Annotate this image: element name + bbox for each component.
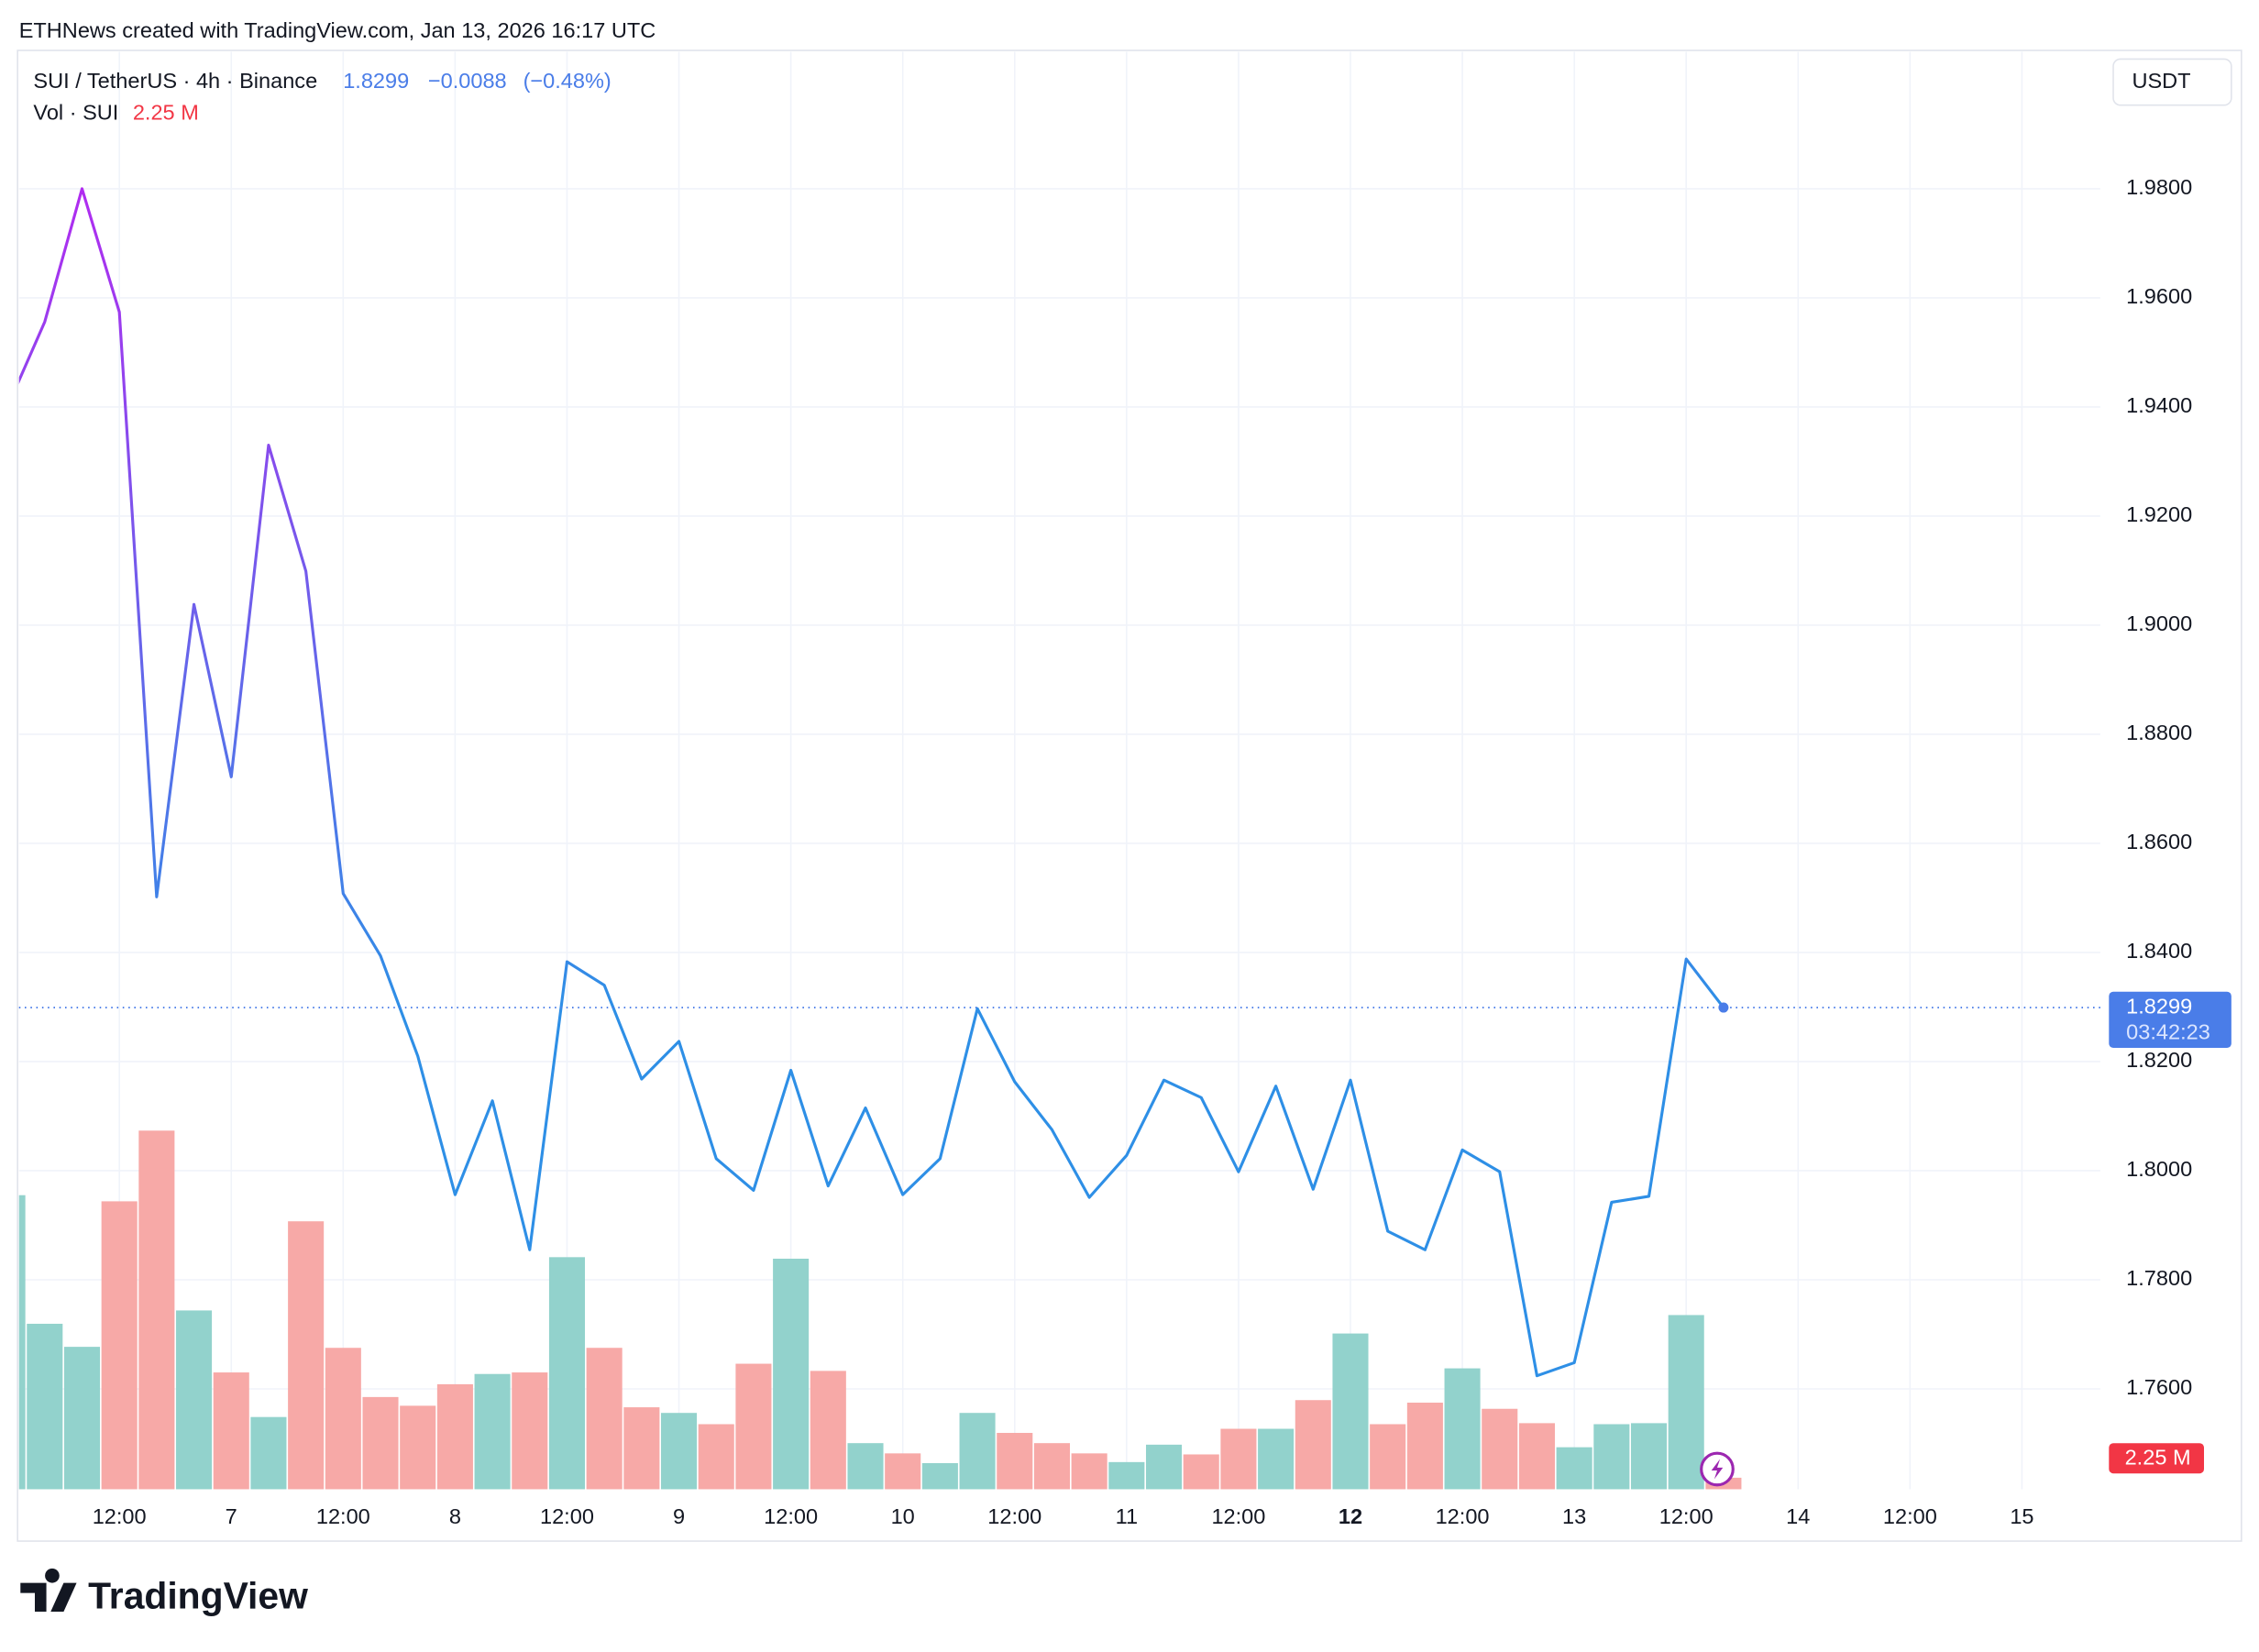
volume-bar: [1220, 1428, 1257, 1490]
x-tick-label: 13: [1562, 1504, 1586, 1528]
volume-name: Vol · SUI: [33, 100, 118, 124]
y-tick-label: 1.9800: [2126, 175, 2192, 199]
volume-bar: [735, 1363, 772, 1490]
volume-bar: [1518, 1423, 1555, 1490]
volume-bar: [362, 1396, 399, 1490]
change: −0.0088: [428, 69, 507, 93]
x-tick-label: 12:00: [1883, 1504, 1937, 1528]
y-tick-label: 1.7600: [2126, 1375, 2192, 1399]
y-tick-label: 1.7800: [2126, 1266, 2192, 1290]
x-tick-label: 11: [1116, 1504, 1138, 1528]
y-tick-label: 1.9000: [2126, 611, 2192, 635]
volume-bar: [1108, 1461, 1145, 1490]
x-tick-label: 12:00: [93, 1504, 147, 1528]
last-point: [1718, 1002, 1729, 1013]
volume-bar: [1258, 1428, 1295, 1490]
y-tick-label: 1.9600: [2126, 284, 2192, 308]
x-tick-label: 12:00: [1436, 1504, 1490, 1528]
volume-bar: [698, 1424, 734, 1490]
volume-bar: [661, 1413, 698, 1490]
volume-bar: [773, 1258, 810, 1490]
volume-bar: [1593, 1424, 1630, 1490]
x-tick-label: 12:00: [987, 1504, 1041, 1528]
volume-bar: [138, 1130, 175, 1490]
currency-button[interactable]: [2112, 58, 2232, 106]
y-tick-label: 1.8800: [2126, 721, 2192, 744]
x-tick-label: 12:00: [316, 1504, 370, 1528]
y-tick-label: 1.8000: [2126, 1157, 2192, 1181]
volume-bar: [400, 1405, 436, 1490]
volume-value: 2.25 M: [133, 100, 199, 124]
volume-bar: [512, 1372, 548, 1490]
chart-frame: [17, 50, 2242, 1542]
volume-bar: [1668, 1315, 1704, 1490]
volume-bar: [101, 1201, 138, 1490]
volume-bar: [288, 1221, 325, 1490]
volume-bar: [176, 1310, 213, 1490]
volume-bar: [1370, 1424, 1406, 1490]
volume-bar: [997, 1432, 1033, 1490]
volume-badge: [2109, 1443, 2205, 1474]
y-tick-label: 1.9200: [2126, 502, 2192, 526]
x-tick-label: 14: [1786, 1504, 1810, 1528]
countdown: 03:42:23: [2126, 1020, 2210, 1044]
volume-bar: [27, 1323, 63, 1490]
x-tick-label: 12: [1339, 1504, 1362, 1528]
volume-bar: [325, 1348, 361, 1490]
price-line: [18, 187, 1725, 1378]
credit: ETHNews created with TradingView.com, Ja…: [19, 18, 656, 42]
volume-bar: [1295, 1400, 1331, 1490]
volume-bar: [1482, 1408, 1518, 1490]
volume-bar: [213, 1372, 249, 1490]
volume-label: 2.25 M: [2125, 1446, 2191, 1470]
last-price-badge: [2109, 991, 2231, 1049]
volume-bar: [623, 1407, 660, 1490]
y-tick-label: 1.8600: [2126, 830, 2192, 854]
symbol: SUI / TetherUS · 4h · Binance: [33, 69, 317, 93]
brand-logo: TradingView: [20, 1568, 308, 1617]
x-tick-label: 12:00: [1211, 1504, 1265, 1528]
currency[interactable]: USDT: [2132, 69, 2190, 93]
volume-bar: [1033, 1443, 1070, 1490]
volume-bar: [1556, 1447, 1592, 1490]
x-tick-label: 7: [226, 1504, 237, 1528]
volume-bar: [1406, 1403, 1443, 1490]
volume-bar: [1183, 1454, 1219, 1490]
volume-bar: [548, 1257, 586, 1490]
volume-bar: [847, 1443, 884, 1490]
volume-bar: [885, 1453, 921, 1490]
last-price: 1.8299: [343, 69, 409, 93]
volume-bar: [250, 1416, 287, 1490]
volume-bar: [1071, 1453, 1107, 1490]
y-tick-label: 1.8400: [2126, 939, 2192, 963]
volume-bar: [18, 1195, 26, 1490]
volume-bar: [474, 1373, 511, 1490]
x-tick-label: 8: [449, 1504, 461, 1528]
change-pct: (−0.48%): [523, 69, 612, 93]
volume-bar: [959, 1413, 996, 1490]
x-tick-label: 12:00: [540, 1504, 594, 1528]
volume-bar: [921, 1462, 958, 1490]
alert-icon-bolt: [1711, 1459, 1724, 1480]
volume-bar: [1332, 1333, 1369, 1490]
x-tick-label: 12:00: [1659, 1504, 1714, 1528]
y-tick-label: 1.8200: [2126, 1048, 2192, 1072]
volume-bar: [63, 1347, 101, 1490]
x-tick-label: 9: [673, 1504, 685, 1528]
volume-bar: [586, 1348, 623, 1490]
volume-bar: [810, 1371, 846, 1490]
x-tick-label: 15: [2010, 1504, 2033, 1528]
last-price-label: 1.8299: [2126, 994, 2192, 1018]
volume-bar: [1630, 1423, 1668, 1490]
volume-bar: [1146, 1444, 1183, 1490]
x-tick-label: 12:00: [764, 1504, 818, 1528]
volume-bar: [436, 1383, 473, 1490]
volume-bar: [1444, 1368, 1481, 1490]
brand: TradingView: [88, 1575, 308, 1617]
y-tick-label: 1.9400: [2126, 393, 2192, 417]
x-tick-label: 10: [891, 1504, 915, 1528]
